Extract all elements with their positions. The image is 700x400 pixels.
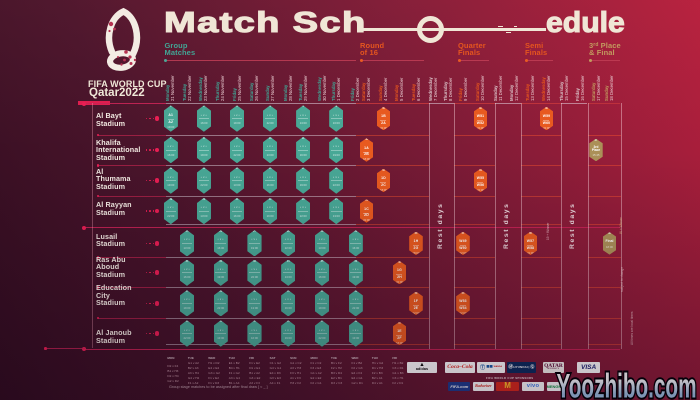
svg-text:Yoozhibo.com: Yoozhibo.com <box>557 368 697 400</box>
